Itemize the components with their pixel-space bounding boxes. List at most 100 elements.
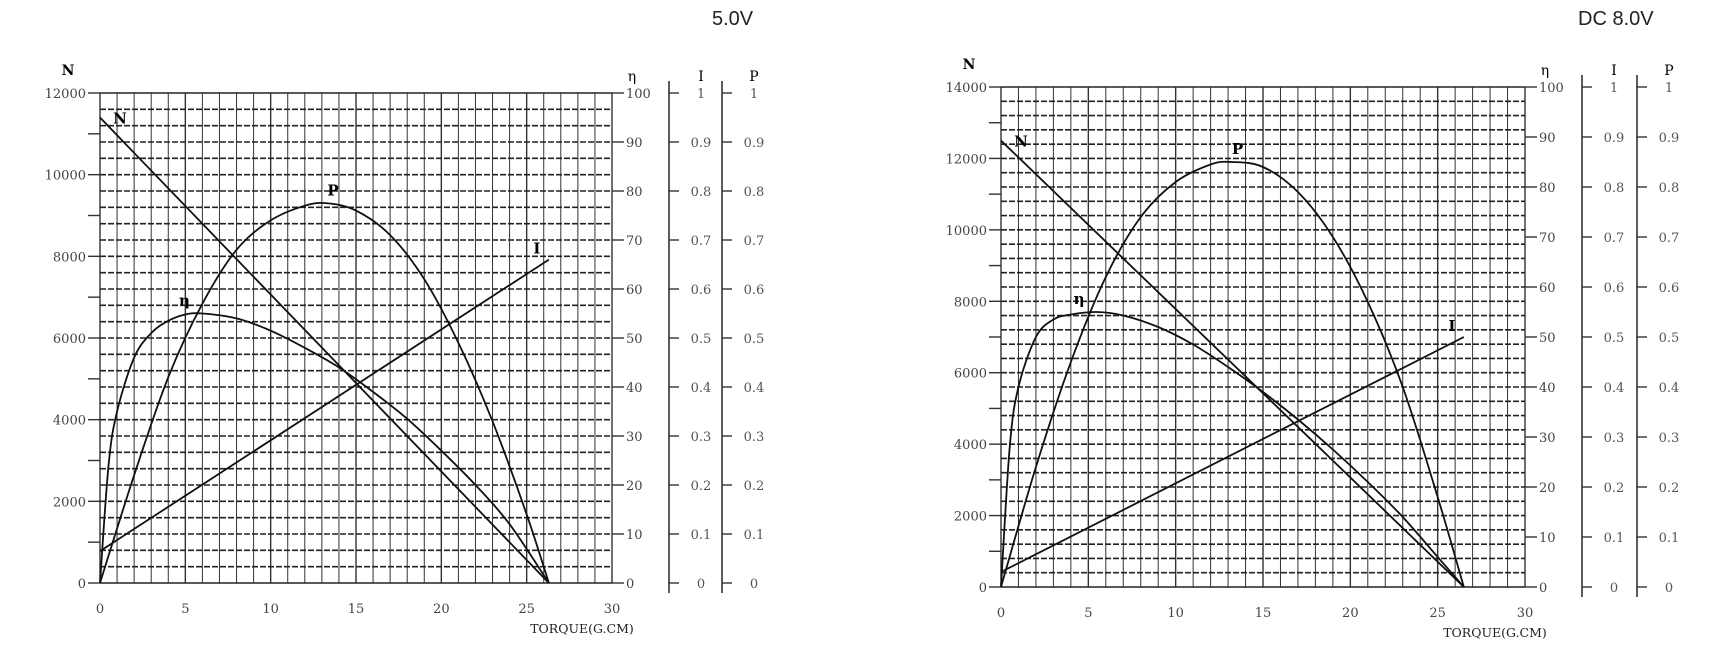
svg-text:0.6: 0.6 xyxy=(1604,281,1625,296)
svg-text:1: 1 xyxy=(1610,81,1618,96)
svg-text:40: 40 xyxy=(626,381,643,396)
svg-text:0.2: 0.2 xyxy=(691,479,712,494)
svg-text:0.5: 0.5 xyxy=(691,332,712,347)
curves: N I Pη xyxy=(99,110,550,584)
svg-text:5: 5 xyxy=(1084,606,1092,621)
svg-text:η: η xyxy=(628,69,636,85)
svg-text:0.9: 0.9 xyxy=(1659,131,1680,146)
svg-text:20: 20 xyxy=(433,602,450,617)
curve-i xyxy=(1000,336,1465,573)
curve-efficiency xyxy=(1000,311,1465,588)
svg-text:P: P xyxy=(749,69,758,85)
svg-text:25: 25 xyxy=(1429,606,1446,621)
curve-n xyxy=(99,116,550,584)
svg-text:0: 0 xyxy=(750,577,758,592)
svg-text:0: 0 xyxy=(96,602,104,617)
svg-text:4000: 4000 xyxy=(954,438,987,453)
svg-text:70: 70 xyxy=(1539,231,1556,246)
curve-label: N xyxy=(1014,133,1028,151)
svg-text:0: 0 xyxy=(1539,581,1547,596)
svg-text:10000: 10000 xyxy=(45,169,86,184)
svg-text:6000: 6000 xyxy=(954,367,987,382)
svg-text:50: 50 xyxy=(1539,331,1556,346)
svg-text:N: N xyxy=(963,57,976,73)
torque-axis: 0 5 10 15 20 25 30 TORQUE(G.CM) xyxy=(96,602,634,636)
svg-text:40: 40 xyxy=(1539,381,1556,396)
svg-text:60: 60 xyxy=(1539,281,1556,296)
svg-text:12000: 12000 xyxy=(946,152,987,167)
svg-text:0.5: 0.5 xyxy=(1659,331,1680,346)
svg-text:0: 0 xyxy=(78,577,86,592)
svg-text:8000: 8000 xyxy=(53,250,86,265)
svg-text:0.3: 0.3 xyxy=(1659,431,1680,446)
curves: N I Pη xyxy=(1000,133,1465,588)
svg-text:0.9: 0.9 xyxy=(1604,131,1625,146)
svg-text:0.5: 0.5 xyxy=(744,332,765,347)
curve-label: η xyxy=(1074,290,1085,308)
efficiency-axis: η 0 10 20 30 40 50 60 70 80 90 100 xyxy=(1525,63,1564,596)
svg-text:0.9: 0.9 xyxy=(691,136,712,151)
chart-title: DC 8.0V xyxy=(1578,8,1654,30)
n-axis: N 0 2000 4000 6000 8000 10000 12000 xyxy=(45,63,100,592)
power-axis: P 0 0.1 0.2 0.3 0.4 0.5 0.6 0.7 0.8 0.9 1 xyxy=(721,69,765,593)
svg-text:0.4: 0.4 xyxy=(1604,381,1625,396)
svg-text:10: 10 xyxy=(1539,531,1556,546)
svg-text:0: 0 xyxy=(1610,581,1618,596)
svg-text:20: 20 xyxy=(1539,481,1556,496)
svg-text:80: 80 xyxy=(1539,181,1556,196)
svg-text:10: 10 xyxy=(262,602,279,617)
svg-text:30: 30 xyxy=(1517,606,1534,621)
svg-text:0.1: 0.1 xyxy=(1604,531,1625,546)
curve-n xyxy=(1000,139,1465,588)
svg-text:25: 25 xyxy=(518,602,535,617)
svg-text:80: 80 xyxy=(626,185,643,200)
chart-title: 5.0V xyxy=(712,8,754,30)
curve-p xyxy=(1000,160,1465,588)
efficiency-axis: η 0 10 20 30 40 50 60 70 80 90 100 xyxy=(612,69,651,592)
svg-text:0.7: 0.7 xyxy=(1604,231,1625,246)
svg-text:TORQUE(G.CM): TORQUE(G.CM) xyxy=(1443,625,1547,640)
svg-text:30: 30 xyxy=(626,430,643,445)
svg-text:20: 20 xyxy=(1342,606,1359,621)
svg-text:N: N xyxy=(62,63,75,79)
svg-text:0.6: 0.6 xyxy=(744,283,765,298)
svg-text:100: 100 xyxy=(1539,81,1564,96)
svg-text:0.3: 0.3 xyxy=(1604,431,1625,446)
svg-text:20: 20 xyxy=(626,479,643,494)
curve-label: N xyxy=(113,110,127,128)
svg-text:0.9: 0.9 xyxy=(744,136,765,151)
svg-text:10: 10 xyxy=(1167,606,1184,621)
svg-text:30: 30 xyxy=(604,602,621,617)
svg-text:0.4: 0.4 xyxy=(691,381,712,396)
svg-text:90: 90 xyxy=(1539,131,1556,146)
svg-text:0.6: 0.6 xyxy=(1659,281,1680,296)
svg-text:0: 0 xyxy=(697,577,705,592)
svg-text:2000: 2000 xyxy=(954,510,987,525)
svg-text:100: 100 xyxy=(626,87,651,102)
current-axis: I 0 0.1 0.2 0.3 0.4 0.5 0.6 0.7 0.8 0.9 1 xyxy=(1581,63,1625,597)
svg-text:60: 60 xyxy=(626,283,643,298)
svg-text:0.2: 0.2 xyxy=(1659,481,1680,496)
svg-text:0: 0 xyxy=(626,577,634,592)
power-axis: P 0 0.1 0.2 0.3 0.4 0.5 0.6 0.7 0.8 0.9 1 xyxy=(1636,63,1680,597)
curve-label: P xyxy=(1232,140,1243,158)
svg-text:5: 5 xyxy=(181,602,189,617)
torque-axis: 0 5 10 15 20 25 30 TORQUE(G.CM) xyxy=(997,606,1547,640)
svg-text:1: 1 xyxy=(750,87,758,102)
svg-text:P: P xyxy=(1664,63,1673,79)
svg-text:0: 0 xyxy=(997,606,1005,621)
svg-text:8000: 8000 xyxy=(954,295,987,310)
svg-text:0.7: 0.7 xyxy=(691,234,712,249)
current-axis: I 0 0.1 0.2 0.3 0.4 0.5 0.6 0.7 0.8 0.9 1 xyxy=(668,69,712,593)
svg-text:15: 15 xyxy=(348,602,365,617)
svg-text:0.1: 0.1 xyxy=(1659,531,1680,546)
curve-label: P xyxy=(327,181,338,199)
svg-text:I: I xyxy=(1611,63,1617,79)
svg-text:η: η xyxy=(1541,63,1549,79)
svg-text:0.8: 0.8 xyxy=(691,185,712,200)
svg-text:0.6: 0.6 xyxy=(691,283,712,298)
svg-text:10: 10 xyxy=(626,528,643,543)
